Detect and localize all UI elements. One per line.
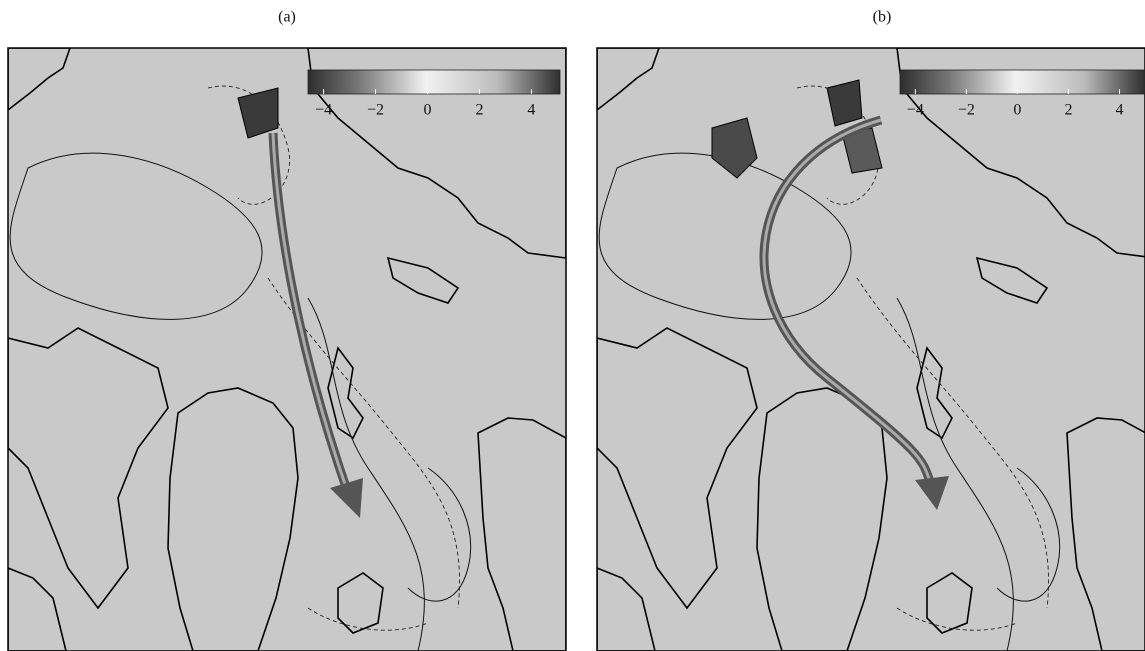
colorbar-tick-label: −2 <box>958 102 975 119</box>
colorbar <box>308 70 560 94</box>
colorbar-tick-label: 4 <box>1115 102 1123 119</box>
colorbar-tick-label: 4 <box>527 102 535 119</box>
map-a <box>8 48 566 651</box>
panel-label: (a) <box>278 9 296 26</box>
colorbar-tick-label: −4 <box>315 102 332 119</box>
colorbar-tick-label: 2 <box>475 102 483 119</box>
figure: (a) −4 −2 0 2 4 (b) −4 −2 0 2 4 <box>0 0 1145 651</box>
colorbar-tick-label: 0 <box>424 102 432 119</box>
colorbar-tick-label: −4 <box>907 102 924 119</box>
colorbar-tick-label: 0 <box>1013 102 1021 119</box>
panel-label: (b) <box>873 9 892 26</box>
colorbar-tick-label: −2 <box>367 102 384 119</box>
colorbar-tick-label: 2 <box>1064 102 1072 119</box>
map-b <box>597 48 1145 651</box>
colorbar <box>900 70 1145 94</box>
